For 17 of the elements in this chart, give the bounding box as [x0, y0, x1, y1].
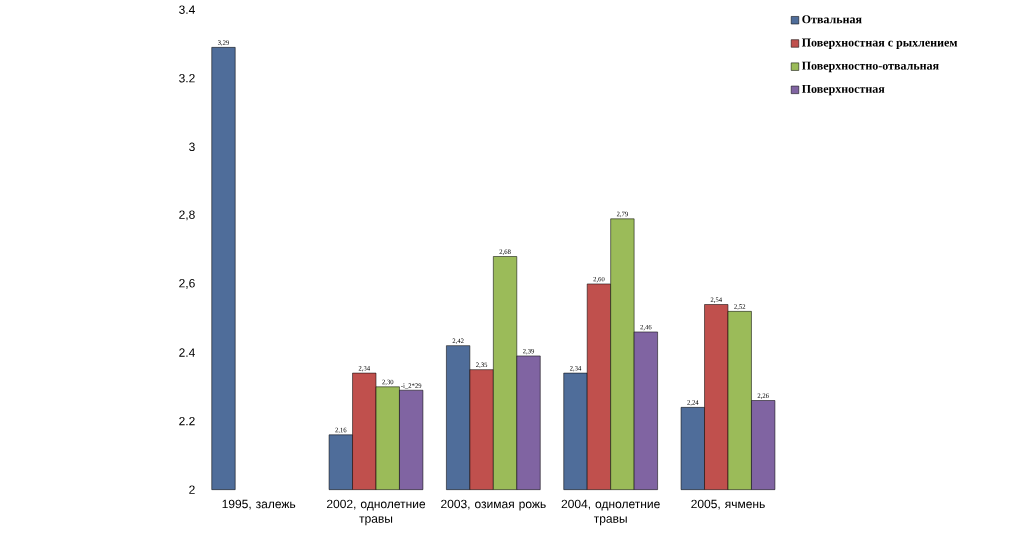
y-tick-label: 2	[189, 485, 195, 494]
x-tick-label: 2002, однолетние травы	[326, 499, 426, 526]
y-tick-label: 2.2	[179, 416, 195, 426]
y-tick-label: 2,8	[179, 210, 195, 221]
x-tick-label: 1995, залежь	[222, 499, 296, 510]
y-tick-label: 3.2	[179, 73, 195, 83]
x-tick-label: 2003, озимая рожь	[441, 499, 546, 511]
legend-label: Поверхностная с рыхлением	[801, 38, 958, 49]
legend-label: Отвальная	[802, 15, 862, 24]
x-tick-label: 2004, однолетние травы	[561, 499, 660, 526]
y-tick-label: 2,6	[179, 278, 195, 289]
legend-label: Поверхностно-отвальная	[801, 61, 939, 73]
x-tick-label: 2005, ячмень	[691, 499, 765, 510]
y-tick-label: 3.4	[179, 5, 195, 14]
legend-label: Поверхностная	[801, 84, 885, 96]
y-tick-label: 2.4	[179, 348, 195, 357]
y-tick-label: 3	[189, 142, 195, 152]
